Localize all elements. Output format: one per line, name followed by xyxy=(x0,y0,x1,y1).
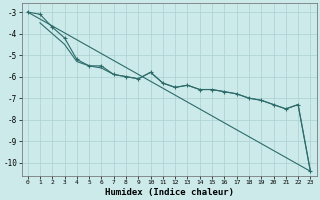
X-axis label: Humidex (Indice chaleur): Humidex (Indice chaleur) xyxy=(105,188,234,197)
